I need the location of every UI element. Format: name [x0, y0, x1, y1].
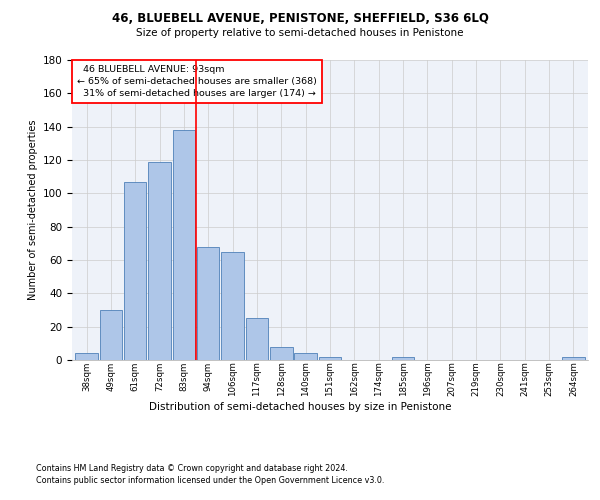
Text: Distribution of semi-detached houses by size in Penistone: Distribution of semi-detached houses by …: [149, 402, 451, 412]
Bar: [124, 182, 146, 360]
Bar: [246, 318, 268, 360]
Bar: [221, 252, 244, 360]
Bar: [295, 354, 317, 360]
Bar: [76, 354, 98, 360]
Bar: [270, 346, 293, 360]
Y-axis label: Number of semi-detached properties: Number of semi-detached properties: [28, 120, 38, 300]
Bar: [197, 246, 220, 360]
Text: Size of property relative to semi-detached houses in Penistone: Size of property relative to semi-detach…: [136, 28, 464, 38]
Text: Contains public sector information licensed under the Open Government Licence v3: Contains public sector information licen…: [36, 476, 385, 485]
Bar: [392, 356, 414, 360]
Text: 46, BLUEBELL AVENUE, PENISTONE, SHEFFIELD, S36 6LQ: 46, BLUEBELL AVENUE, PENISTONE, SHEFFIEL…: [112, 12, 488, 26]
Bar: [173, 130, 195, 360]
Bar: [148, 162, 171, 360]
Bar: [319, 356, 341, 360]
Bar: [100, 310, 122, 360]
Text: 46 BLUEBELL AVENUE: 93sqm
← 65% of semi-detached houses are smaller (368)
  31% : 46 BLUEBELL AVENUE: 93sqm ← 65% of semi-…: [77, 64, 317, 98]
Text: Contains HM Land Registry data © Crown copyright and database right 2024.: Contains HM Land Registry data © Crown c…: [36, 464, 348, 473]
Bar: [562, 356, 584, 360]
